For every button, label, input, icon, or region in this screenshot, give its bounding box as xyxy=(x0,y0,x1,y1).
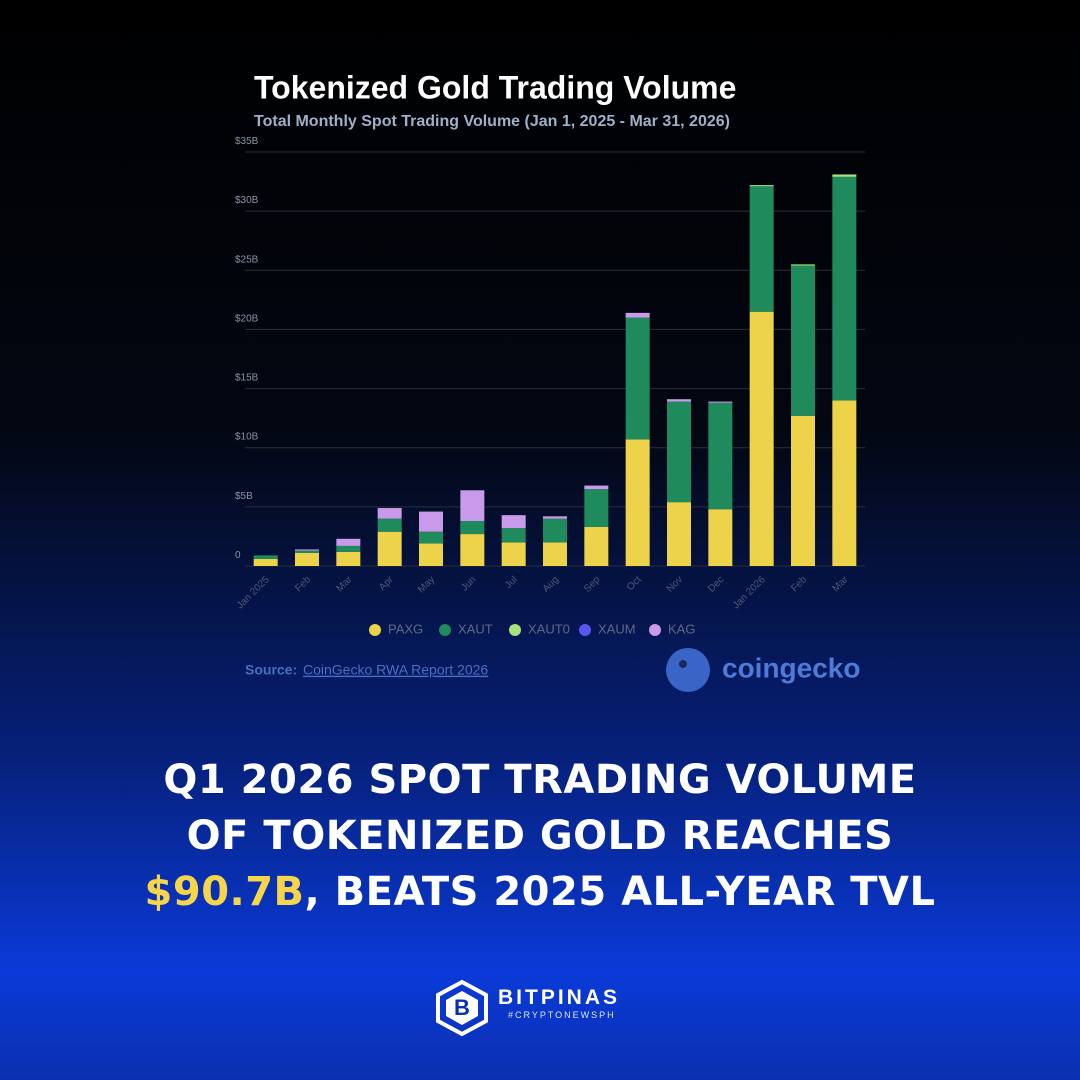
bar-segment xyxy=(377,508,402,519)
bar-segment xyxy=(832,176,857,401)
legend-marker xyxy=(369,624,381,636)
bar-segment xyxy=(336,538,361,546)
brand: B BITPINAS #CRYPTONEWSPH xyxy=(430,978,660,1038)
bar-segment xyxy=(501,515,526,529)
legend-label: XAUT xyxy=(458,621,493,636)
logo-text: coingecko xyxy=(722,652,860,683)
legend-label: XAUM xyxy=(598,621,636,636)
headline-rest: , BEATS 2025 ALL-YEAR TVL xyxy=(304,869,936,915)
x-tick-label: Mar xyxy=(334,574,354,594)
x-tick-label: Jun xyxy=(459,574,478,593)
y-tick-label: $10B xyxy=(235,432,259,443)
bar-segment xyxy=(749,185,774,187)
bar-segment xyxy=(708,401,733,403)
bar-segment xyxy=(253,558,278,566)
bar-segment xyxy=(791,264,815,266)
bar-segment xyxy=(584,489,609,527)
legend-label: KAG xyxy=(668,621,695,636)
x-tick-label: Oct xyxy=(625,574,644,593)
y-tick-label: 0 xyxy=(235,550,241,561)
y-tick-label: $20B xyxy=(235,313,259,324)
bar-segment xyxy=(419,543,443,566)
legend-marker xyxy=(649,624,661,636)
bar-segment xyxy=(336,545,361,552)
bar-segment xyxy=(543,542,567,566)
x-tick-label: Feb xyxy=(789,574,809,594)
bar-segment xyxy=(543,518,567,543)
bar-segment xyxy=(667,401,691,503)
legend-marker xyxy=(439,624,451,636)
x-tick-label: Nov xyxy=(665,574,685,594)
bar-segment xyxy=(625,312,650,318)
legend-label: XAUT0 xyxy=(528,621,570,636)
bar-segment xyxy=(791,265,815,416)
bar-segment xyxy=(708,402,733,510)
y-tick-label: $25B xyxy=(235,254,259,265)
svg-text:B: B xyxy=(454,995,470,1020)
bar-segment xyxy=(460,521,485,535)
x-tick-label: Jan 2025 xyxy=(235,574,272,611)
bar-segment xyxy=(667,399,691,402)
source-link[interactable]: CoinGecko RWA Report 2026 xyxy=(303,662,488,678)
y-tick-label: $5B xyxy=(235,491,253,502)
x-tick-label: Dec xyxy=(706,574,726,594)
bar-segment xyxy=(749,186,774,312)
logo-eye xyxy=(679,660,687,668)
chart-title: Tokenized Gold Trading Volume xyxy=(254,69,736,105)
bar-segment xyxy=(584,526,609,566)
bar-segment xyxy=(832,400,857,566)
headline-highlight: $90.7B xyxy=(144,869,305,915)
bar-segment xyxy=(295,550,319,553)
bar-segment xyxy=(295,549,319,551)
headline: Q1 2026 SPOT TRADING VOLUME OF TOKENIZED… xyxy=(0,752,1080,920)
y-tick-label: $30B xyxy=(235,195,259,206)
bar-segment xyxy=(791,415,815,566)
bar-segment xyxy=(625,439,650,566)
legend-marker xyxy=(509,624,521,636)
x-tick-label: Mar xyxy=(830,574,850,594)
bar-segment xyxy=(832,174,857,177)
chart: Tokenized Gold Trading Volume Total Mont… xyxy=(234,69,865,692)
bar-segment xyxy=(419,511,443,532)
bar-segment xyxy=(460,534,485,566)
bar-segment xyxy=(543,516,567,519)
bar-segment xyxy=(377,531,402,566)
bar-segment xyxy=(336,551,361,566)
bar-segment xyxy=(377,518,402,532)
bar-segment xyxy=(667,502,691,566)
y-tick-label: $35B xyxy=(235,136,259,147)
bar-segment xyxy=(501,542,526,566)
x-tick-label: Jan 2026 xyxy=(731,574,768,611)
x-tick-label: Apr xyxy=(377,574,396,593)
bar-segment xyxy=(501,528,526,543)
source-label: Source: xyxy=(245,662,297,678)
x-tick-label: Jul xyxy=(503,574,520,591)
legend-label: PAXG xyxy=(388,621,423,636)
y-tick-label: $15B xyxy=(235,373,259,384)
bar-segment xyxy=(625,317,650,440)
bar-segment xyxy=(708,509,733,566)
brand-icon: B xyxy=(436,979,488,1037)
headline-line: OF TOKENIZED GOLD REACHES xyxy=(186,813,894,859)
x-tick-label: Feb xyxy=(293,574,313,594)
logo-icon xyxy=(666,648,710,692)
bar-segment xyxy=(419,531,443,544)
bar-segment xyxy=(460,490,485,522)
brand-tag: #CRYPTONEWSPH xyxy=(508,1010,616,1020)
chart-subtitle: Total Monthly Spot Trading Volume (Jan 1… xyxy=(254,113,730,130)
legend-marker xyxy=(579,624,591,636)
x-tick-label: Aug xyxy=(541,574,561,594)
x-tick-label: Sep xyxy=(582,574,603,595)
brand-name: BITPINAS xyxy=(498,986,621,1009)
bar-segment xyxy=(584,485,609,490)
headline-line: $90.7B, BEATS 2025 ALL-YEAR TVL xyxy=(0,864,1080,920)
bar-segment xyxy=(295,552,319,566)
bar-segment xyxy=(749,311,774,566)
x-tick-label: May xyxy=(416,574,437,595)
headline-line: Q1 2026 SPOT TRADING VOLUME xyxy=(163,757,917,803)
bar-segment xyxy=(253,555,278,559)
